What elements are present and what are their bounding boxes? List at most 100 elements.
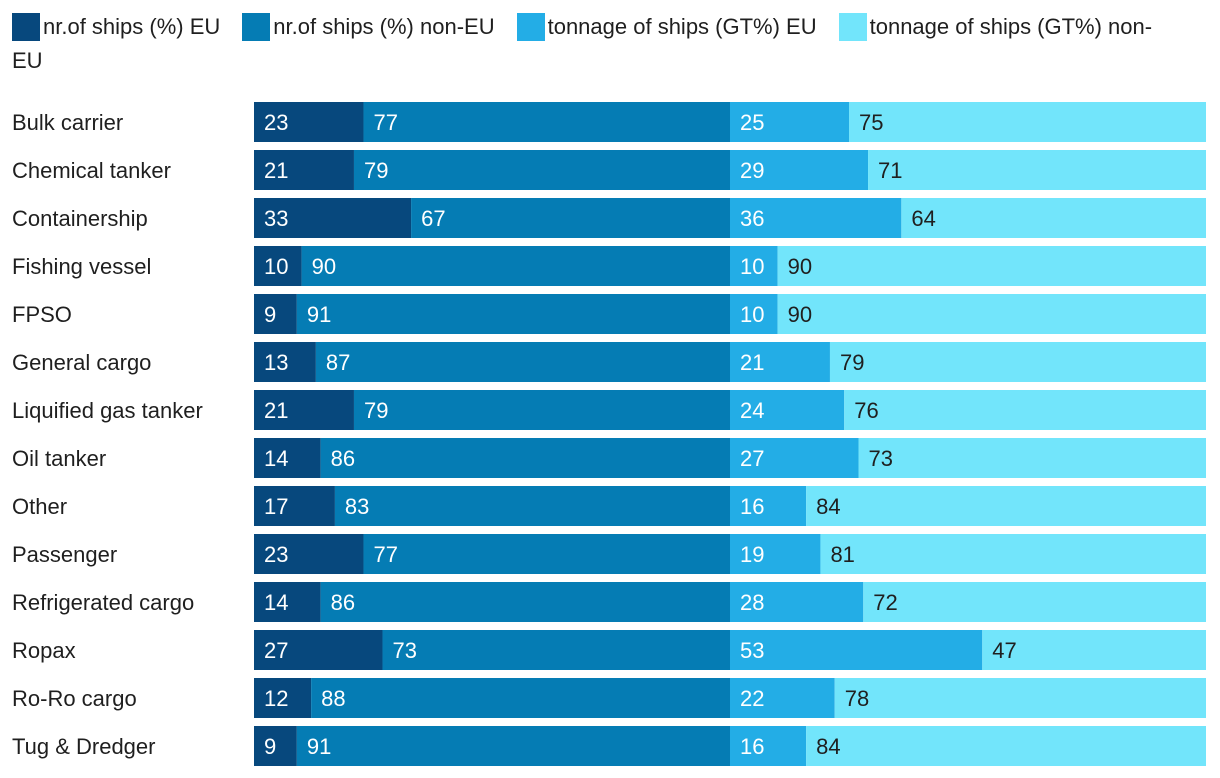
bar-segment[interactable] bbox=[363, 534, 730, 574]
bar-segment[interactable] bbox=[730, 150, 869, 190]
bar-segment[interactable] bbox=[320, 582, 730, 622]
bar-segment[interactable] bbox=[863, 582, 1206, 622]
category-label: Bulk carrier bbox=[12, 110, 123, 135]
bar-segment[interactable] bbox=[254, 294, 297, 334]
bar-segment[interactable] bbox=[353, 390, 730, 430]
legend-item[interactable]: tonnage of ships (GT%) non-EU bbox=[12, 13, 1153, 73]
data-label: 77 bbox=[373, 542, 397, 567]
bar-segment[interactable] bbox=[834, 678, 1206, 718]
data-label: 64 bbox=[911, 206, 935, 231]
data-label: 16 bbox=[740, 734, 764, 759]
bar-segment[interactable] bbox=[844, 390, 1206, 430]
bar-segment[interactable] bbox=[334, 486, 730, 526]
legend-item[interactable]: tonnage of ships (GT%) EU bbox=[516, 13, 817, 41]
legend-swatch bbox=[12, 13, 40, 41]
bar-segment[interactable] bbox=[254, 630, 383, 670]
bar-segment[interactable] bbox=[254, 102, 364, 142]
data-label: 10 bbox=[264, 254, 288, 279]
bar-segment[interactable] bbox=[320, 438, 730, 478]
category-label: Containership bbox=[12, 206, 148, 231]
bar-segment[interactable] bbox=[254, 438, 321, 478]
bar-segment[interactable] bbox=[411, 198, 730, 238]
data-label: 71 bbox=[878, 158, 902, 183]
bar-segment[interactable] bbox=[730, 486, 807, 526]
data-label: 53 bbox=[740, 638, 764, 663]
data-label: 27 bbox=[264, 638, 288, 663]
bar-segment[interactable] bbox=[254, 582, 321, 622]
bar-segment[interactable] bbox=[254, 342, 316, 382]
legend-label: nr.of ships (%) non-EU bbox=[273, 14, 495, 39]
bar-segment[interactable] bbox=[858, 438, 1206, 478]
bar-segment[interactable] bbox=[254, 198, 412, 238]
data-label: 91 bbox=[307, 734, 331, 759]
bar-segment[interactable] bbox=[730, 438, 859, 478]
category-label: Ropax bbox=[12, 638, 76, 663]
bar-segment[interactable] bbox=[730, 726, 807, 766]
data-label: 21 bbox=[740, 350, 764, 375]
bar-segment[interactable] bbox=[806, 486, 1206, 526]
data-label: 29 bbox=[740, 158, 764, 183]
legend-item[interactable]: nr.of ships (%) EU bbox=[12, 13, 221, 41]
bar-segment[interactable] bbox=[254, 150, 354, 190]
data-label: 90 bbox=[312, 254, 336, 279]
data-label: 86 bbox=[331, 590, 355, 615]
bar-segment[interactable] bbox=[382, 630, 730, 670]
bar-segment[interactable] bbox=[730, 294, 778, 334]
legend-label: nr.of ships (%) EU bbox=[43, 14, 221, 39]
bar-segment[interactable] bbox=[311, 678, 730, 718]
bar-segment[interactable] bbox=[301, 246, 730, 286]
data-label: 22 bbox=[740, 686, 764, 711]
bar-segment[interactable] bbox=[730, 534, 821, 574]
bar-segment[interactable] bbox=[829, 342, 1206, 382]
bar-segment[interactable] bbox=[901, 198, 1206, 238]
legend-label: tonnage of ships (GT%) non-EU bbox=[12, 14, 1153, 73]
bar-segment[interactable] bbox=[730, 102, 849, 142]
data-label: 79 bbox=[364, 158, 388, 183]
data-label: 86 bbox=[331, 446, 355, 471]
legend-item[interactable]: nr.of ships (%) non-EU bbox=[242, 13, 495, 41]
legend-label: tonnage of ships (GT%) EU bbox=[547, 14, 817, 39]
data-label: 14 bbox=[264, 590, 288, 615]
bar-segment[interactable] bbox=[254, 678, 312, 718]
bar-segment[interactable] bbox=[730, 678, 835, 718]
bar-segment[interactable] bbox=[730, 582, 864, 622]
bar-segment[interactable] bbox=[820, 534, 1206, 574]
bar-segment[interactable] bbox=[254, 486, 335, 526]
category-label: Other bbox=[12, 494, 67, 519]
bar-segment[interactable] bbox=[849, 102, 1206, 142]
data-label: 33 bbox=[264, 206, 288, 231]
data-label: 83 bbox=[345, 494, 369, 519]
bar-segment[interactable] bbox=[730, 390, 845, 430]
bar-segment[interactable] bbox=[296, 294, 730, 334]
bar-segment[interactable] bbox=[777, 294, 1206, 334]
data-label: 88 bbox=[321, 686, 345, 711]
data-label: 27 bbox=[740, 446, 764, 471]
bar-segment[interactable] bbox=[982, 630, 1206, 670]
bar-segment[interactable] bbox=[730, 198, 902, 238]
bar-segment[interactable] bbox=[730, 246, 778, 286]
bar-segment[interactable] bbox=[254, 534, 364, 574]
bar-segment[interactable] bbox=[730, 342, 830, 382]
bar-segment[interactable] bbox=[363, 102, 730, 142]
legend-swatch bbox=[516, 13, 545, 41]
bar-segment[interactable] bbox=[353, 150, 730, 190]
bar-segment[interactable] bbox=[777, 246, 1206, 286]
data-label: 81 bbox=[830, 542, 854, 567]
data-label: 67 bbox=[421, 206, 445, 231]
bar-segment[interactable] bbox=[806, 726, 1206, 766]
data-label: 90 bbox=[788, 302, 812, 327]
bar-segment[interactable] bbox=[296, 726, 730, 766]
bar-segment[interactable] bbox=[254, 246, 302, 286]
bar-segment[interactable] bbox=[730, 630, 983, 670]
data-label: 79 bbox=[840, 350, 864, 375]
bar-segment[interactable] bbox=[315, 342, 730, 382]
data-label: 75 bbox=[859, 110, 883, 135]
category-label: Refrigerated cargo bbox=[12, 590, 194, 615]
bar-segment[interactable] bbox=[868, 150, 1206, 190]
data-label: 84 bbox=[816, 494, 840, 519]
bar-segment[interactable] bbox=[254, 726, 297, 766]
category-label: Tug & Dredger bbox=[12, 734, 155, 759]
data-label: 73 bbox=[869, 446, 893, 471]
bar-segment[interactable] bbox=[254, 390, 354, 430]
